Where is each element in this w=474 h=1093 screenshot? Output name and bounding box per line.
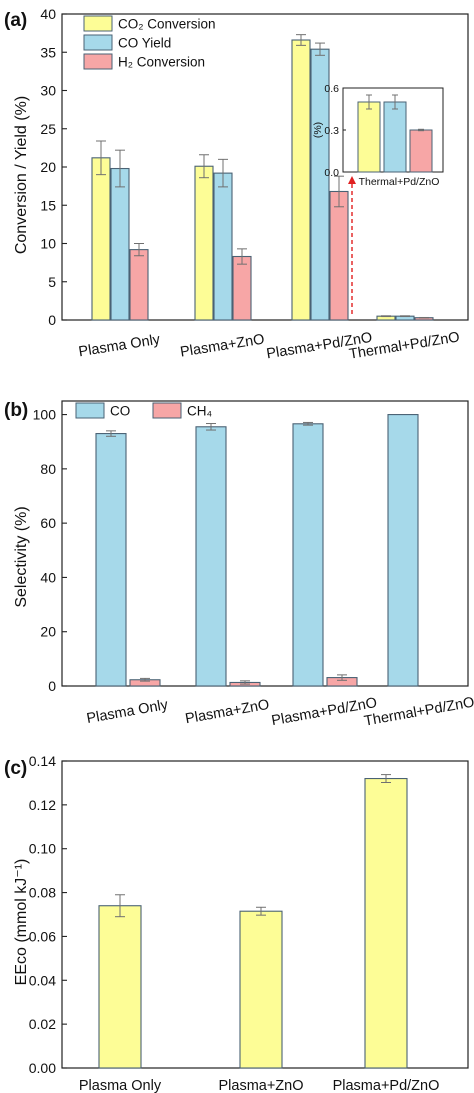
bar <box>194 165 214 321</box>
legend-label: CO <box>110 404 130 419</box>
legend-label: CO₂ Conversion <box>118 17 216 32</box>
y-tick-label: 0.12 <box>29 797 56 813</box>
y-tick-label: 0.02 <box>29 1016 56 1032</box>
y-tick-label: 0.10 <box>29 841 56 857</box>
y-tick-label: 5 <box>48 274 56 290</box>
panel-c-bar-chart: 0.00 0.02 0.04 0.06 0.08 0.10 0.12 0.14 Plasma O… <box>29 753 469 1093</box>
bar <box>213 172 233 321</box>
inset-y-tick-label: 0.6 <box>324 83 339 95</box>
legend-label: H₂ Conversion <box>118 55 205 70</box>
inset-y-axis-label: (%) <box>312 122 324 138</box>
y-tick-label: 80 <box>40 461 56 477</box>
bar <box>110 167 130 321</box>
y-tick-label: 0.00 <box>29 1060 56 1076</box>
panel-b-label: (b) <box>4 400 28 421</box>
panel-c-label: (c) <box>4 758 27 779</box>
legend-swatch <box>83 15 113 32</box>
bar <box>291 39 311 321</box>
y-tick-label: 0.04 <box>29 972 56 988</box>
x-category-label: Plasma+ZnO <box>218 1078 303 1093</box>
x-category-label: Plasma+ZnO <box>184 697 271 728</box>
y-tick-label: 15 <box>40 197 56 213</box>
x-category-label: Plasma+ZnO <box>179 331 265 360</box>
bar <box>98 905 142 1069</box>
y-tick-label: 20 <box>40 624 56 640</box>
panel-a-label: (a) <box>4 10 27 31</box>
bar <box>129 249 149 321</box>
y-tick-label: 30 <box>40 83 56 99</box>
y-tick-label: 60 <box>40 515 56 531</box>
y-tick-label: 35 <box>40 44 56 60</box>
inset-y-tick-label: 0.0 <box>324 167 339 179</box>
bar <box>239 910 283 1069</box>
bar <box>292 423 324 687</box>
y-tick-label: 25 <box>40 121 56 137</box>
y-tick-label: 40 <box>40 569 56 585</box>
y-tick-label: 10 <box>40 236 56 252</box>
bar <box>195 426 227 687</box>
x-category-label: Plasma+Pd/ZnO <box>270 695 378 729</box>
inset-bar <box>409 129 433 173</box>
x-category-label: Plasma Only <box>79 1078 162 1093</box>
y-tick-label: 0.08 <box>29 885 56 901</box>
y-tick-label: 100 <box>33 407 57 423</box>
panel-b-bar-chart: 0 20 40 60 80 100 Plasma Only Plasma+ZnO Plasma+… <box>33 400 474 730</box>
inset-pointer-arrowhead <box>348 176 356 184</box>
legend-label: CH₄ <box>187 404 212 419</box>
y-tick-label: 20 <box>40 159 56 175</box>
bar <box>364 777 408 1069</box>
y-tick-label: 40 <box>40 6 56 22</box>
bar <box>91 157 111 321</box>
y-tick-label: 0 <box>48 678 56 694</box>
legend-swatch <box>152 402 182 419</box>
bar <box>329 190 349 321</box>
inset-bar <box>357 101 381 173</box>
inset-category-label: Thermal+Pd/ZnO <box>359 176 440 188</box>
panel-a-y-axis-label: Conversion / Yield (%) <box>13 96 30 254</box>
y-tick-label: 0.14 <box>29 753 56 769</box>
panel-b-y-axis-label: Selectivity (%) <box>13 506 30 607</box>
panel-b-frame <box>61 400 469 687</box>
panel-c-y-axis-label: EEᴄᴏ (mmol kJ⁻¹) <box>13 859 30 986</box>
bar <box>95 433 127 687</box>
x-category-label: Plasma Only <box>85 697 169 727</box>
y-tick-label: 0 <box>48 312 56 328</box>
y-tick-label: 0.06 <box>29 928 56 944</box>
inset-bar <box>383 101 407 173</box>
legend-label: CO Yield <box>118 36 171 51</box>
x-category-label: Thermal+Pd/ZnO <box>363 694 474 729</box>
legend-swatch <box>75 402 105 419</box>
bar <box>232 255 252 321</box>
x-category-label: Plasma Only <box>78 332 162 361</box>
inset-y-tick-label: 0.3 <box>324 125 339 137</box>
bar <box>387 414 419 687</box>
x-category-label: Plasma+Pd/ZnO <box>333 1078 440 1093</box>
legend-swatch <box>83 34 113 51</box>
legend-swatch <box>83 53 113 70</box>
